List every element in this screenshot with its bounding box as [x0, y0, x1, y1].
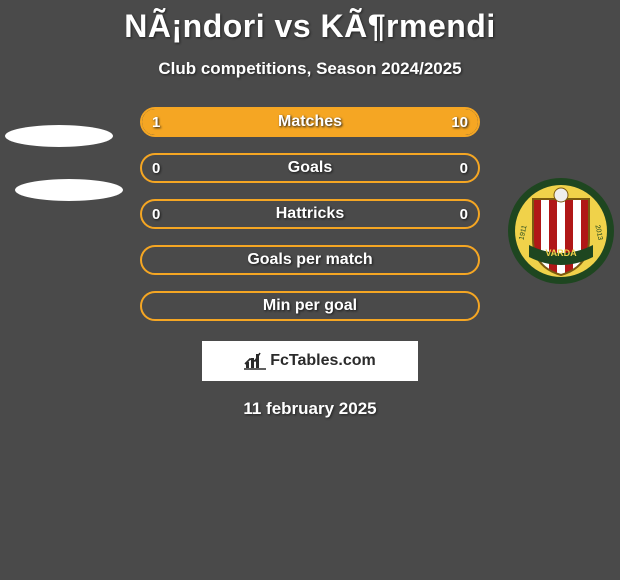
crest-svg: VARDA 1911 2013 — [507, 177, 615, 285]
bar-label: Min per goal — [263, 297, 357, 315]
chart-icon — [244, 352, 266, 370]
bar-value-left: 0 — [152, 206, 160, 223]
player-shape-left-1 — [5, 125, 113, 147]
bar-value-left: 0 — [152, 160, 160, 177]
attribution-box: FcTables.com — [202, 341, 418, 381]
bar-label: Matches — [278, 113, 342, 131]
stat-bar: 0 0 Hattricks — [140, 199, 480, 229]
bar-value-right: 0 — [460, 160, 468, 177]
comparison-card: NÃ¡ndori vs KÃ¶rmendi Club competitions,… — [0, 0, 620, 419]
player-shape-left-2 — [15, 179, 123, 201]
bar-label: Hattricks — [276, 205, 344, 223]
crest-label: VARDA — [545, 248, 577, 258]
attribution-text: FcTables.com — [270, 352, 376, 370]
date-label: 11 february 2025 — [0, 399, 620, 419]
stat-bars: 1 10 Matches 0 0 Goals 0 0 Hattricks Goals per ma… — [140, 107, 480, 321]
bar-value-left: 1 — [152, 114, 160, 131]
club-crest-right: VARDA 1911 2013 — [507, 177, 615, 285]
stats-area: VARDA 1911 2013 1 10 Matches 0 0 Goals 0 0 Hattr… — [0, 107, 620, 419]
bar-value-right: 0 — [460, 206, 468, 223]
stat-bar: Min per goal — [140, 291, 480, 321]
bar-label: Goals per match — [247, 251, 372, 269]
page-title: NÃ¡ndori vs KÃ¶rmendi — [0, 8, 620, 45]
stat-bar: 0 0 Goals — [140, 153, 480, 183]
bar-value-right: 10 — [451, 114, 468, 131]
stat-bar: 1 10 Matches — [140, 107, 480, 137]
stat-bar: Goals per match — [140, 245, 480, 275]
bar-label: Goals — [288, 159, 332, 177]
subtitle: Club competitions, Season 2024/2025 — [0, 59, 620, 79]
